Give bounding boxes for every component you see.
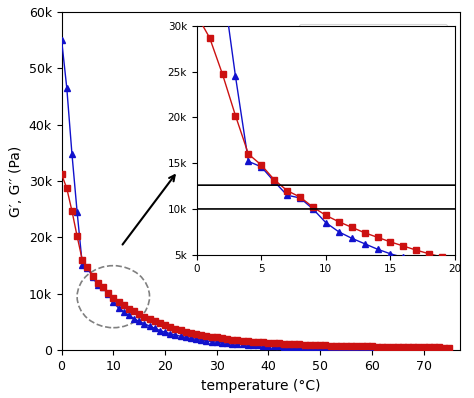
storage modulus, G′ bbox=[369, 346, 375, 351]
storage modulus, G′ bbox=[307, 345, 313, 350]
loss modulus, G′′ bbox=[447, 345, 452, 350]
storage modulus, G′ bbox=[317, 345, 323, 350]
loss modulus, G′′ bbox=[369, 344, 375, 349]
Y-axis label: G′, G′′ (Pa): G′, G′′ (Pa) bbox=[9, 145, 23, 217]
Legend: storage modulus, G′, loss modulus, G′′: storage modulus, G′, loss modulus, G′′ bbox=[299, 24, 447, 59]
Line: loss modulus, G′′: loss modulus, G′′ bbox=[58, 171, 453, 351]
loss modulus, G′′ bbox=[307, 342, 313, 347]
Text: solid–liquid phase transition point: solid–liquid phase transition point bbox=[0, 397, 1, 398]
loss modulus, G′′ bbox=[317, 343, 323, 347]
loss modulus, G′′ bbox=[260, 340, 266, 345]
X-axis label: temperature (°C): temperature (°C) bbox=[201, 378, 320, 392]
storage modulus, G′ bbox=[95, 283, 100, 288]
storage modulus, G′ bbox=[260, 343, 266, 348]
storage modulus, G′ bbox=[59, 38, 64, 43]
Line: storage modulus, G′: storage modulus, G′ bbox=[58, 37, 453, 352]
loss modulus, G′′ bbox=[193, 332, 199, 336]
loss modulus, G′′ bbox=[95, 280, 100, 285]
storage modulus, G′ bbox=[193, 337, 199, 341]
storage modulus, G′ bbox=[447, 347, 452, 351]
loss modulus, G′′ bbox=[59, 172, 64, 177]
